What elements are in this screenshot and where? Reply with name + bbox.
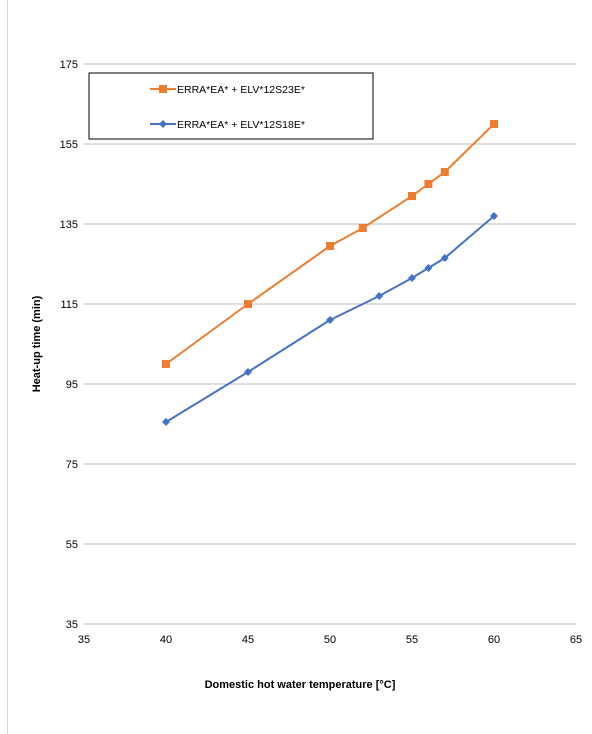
legend-label: ERRA*EA* + ELV*12S23E* <box>177 84 305 96</box>
x-tick-label: 50 <box>324 634 336 646</box>
y-tick-label: 75 <box>66 459 78 471</box>
x-tick-label: 45 <box>242 634 254 646</box>
y-tick-label: 155 <box>60 139 78 151</box>
y-tick-label: 55 <box>66 539 78 551</box>
data-point <box>162 418 170 426</box>
data-point <box>440 168 449 176</box>
y-axis-title: Heat-up time (min) <box>31 295 43 392</box>
legend-label: ERRA*EA* + ELV*12S18E* <box>177 119 305 131</box>
data-point <box>408 274 416 282</box>
data-point <box>424 180 433 188</box>
data-point <box>326 316 334 324</box>
data-point <box>440 254 449 262</box>
series-2 <box>162 212 498 426</box>
data-point <box>490 212 498 220</box>
data-point <box>358 224 367 232</box>
gridlines <box>84 63 576 545</box>
x-tick-label: 55 <box>406 634 418 646</box>
x-tick-label: 40 <box>160 634 172 646</box>
data-point <box>326 242 334 250</box>
legend-box <box>88 72 374 140</box>
legend-marker-diamond <box>159 120 167 128</box>
legend-entry: ERRA*EA* + ELV*12S18E* <box>150 119 305 131</box>
legend-entry: ERRA*EA* + ELV*12S23E* <box>150 84 305 96</box>
series-1 <box>162 120 498 368</box>
legend-marker-square <box>159 85 167 93</box>
x-axis-title: Domestic hot water temperature [°C] <box>205 679 396 691</box>
y-tick-label: 135 <box>60 219 78 231</box>
data-point <box>408 192 416 200</box>
y-tick-label: 175 <box>60 59 78 71</box>
y-tick-label: 35 <box>66 619 78 631</box>
y-tick-labels: 35 55 75 95 115 135 155 175 <box>60 59 78 631</box>
data-point <box>490 120 498 128</box>
data-point <box>162 360 170 368</box>
data-point <box>244 368 252 376</box>
data-point <box>375 292 384 300</box>
series-line <box>165 215 495 423</box>
x-tick-label: 35 <box>78 634 90 646</box>
x-tick-label: 60 <box>488 634 500 646</box>
data-point <box>244 300 252 308</box>
x-tick-labels: 35 40 45 50 55 60 65 <box>78 634 582 646</box>
x-tick-label: 65 <box>570 634 582 646</box>
legend: ERRA*EA* + ELV*12S23E* ERRA*EA* + ELV*12… <box>88 72 374 140</box>
data-point <box>424 264 433 272</box>
y-tick-label: 115 <box>60 299 78 311</box>
y-tick-label: 95 <box>66 379 78 391</box>
series-layer <box>162 120 498 426</box>
